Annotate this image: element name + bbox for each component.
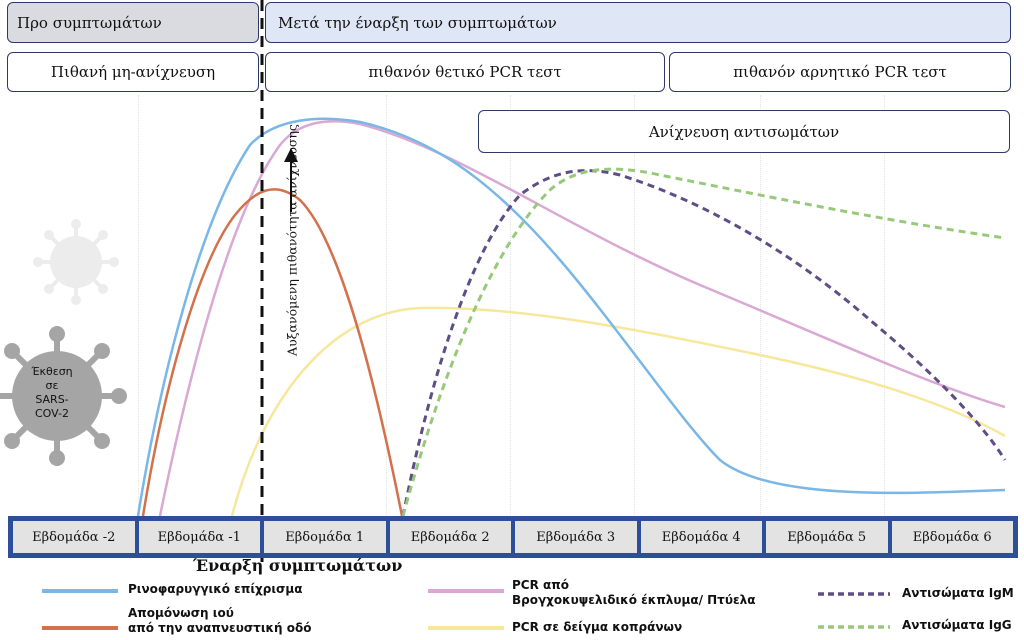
legend-virus-isolation-line1: Απομόνωση ιού <box>128 606 234 620</box>
grid-line <box>138 95 139 515</box>
antibody-detection-label: Ανίχνευση αντισωμάτων <box>648 122 840 141</box>
curve-virus-isolation <box>141 188 404 517</box>
legend-nasopharyngeal: Ρινοφαρυγγικό επίχρισμα <box>128 582 303 596</box>
symptom-onset-label: Έναρξη συμπτωμάτων <box>193 556 403 575</box>
legend-igm: Αντισώματα IgM <box>902 586 1014 600</box>
week-cell: Εβδομάδα 3 <box>515 521 637 553</box>
probable-positive-pcr-label: πιθανόν θετικό PCR τεστ <box>368 63 562 81</box>
phase-post-symptoms-label: Μετά την έναρξη των συμπτωμάτων <box>278 13 557 32</box>
exposure-label-line: SARS- <box>35 393 69 406</box>
legend-swatch-pcr-bal <box>428 589 504 593</box>
increasing-detection-text: Αυξανόμενη πιθανότητα ανίχνευσης <box>284 124 300 356</box>
legend-igg: Αντισώματα IgG <box>902 618 1012 632</box>
exposure-label-line: σε <box>45 379 59 392</box>
phase-pre-symptoms: Προ συμπτωμάτων <box>7 2 259 43</box>
virus-exposure-icon <box>0 326 127 466</box>
legend-swatch-virus-isolation <box>42 626 118 630</box>
arrow-up-icon <box>284 148 298 212</box>
week-cell: Εβδομάδα -2 <box>13 521 135 553</box>
legend-swatch-pcr-stool <box>428 626 504 630</box>
week-cell: Εβδομάδα 2 <box>389 521 511 553</box>
week-cell: Εβδομάδα 5 <box>766 521 888 553</box>
legend-virus-isolation-line2: από την αναπνευστική οδό <box>128 621 312 635</box>
grid-line <box>634 95 635 515</box>
virus-faint-icon <box>33 219 119 305</box>
week-cell: Εβδομάδα -1 <box>138 521 260 553</box>
legend-pcr-bal-line1: PCR από <box>512 578 569 592</box>
probable-negative-pcr-box: πιθανόν αρνητικό PCR τεστ <box>669 52 1011 92</box>
grid-line <box>510 95 511 515</box>
week-bar: Εβδομάδα -2 Εβδομάδα -1 Εβδομάδα 1 Εβδομ… <box>8 516 1018 558</box>
curve-pcr-bal <box>158 119 1006 517</box>
probable-positive-pcr-box: πιθανόν θετικό PCR τεστ <box>265 52 665 92</box>
week-cell: Εβδομάδα 6 <box>891 521 1013 553</box>
exposure-label-line: COV-2 <box>35 407 69 420</box>
probable-negative-pcr-label: πιθανόν αρνητικό PCR τεστ <box>733 63 947 81</box>
grid-line <box>884 95 885 515</box>
legend-pcr-stool: PCR σε δείγμα κοπράνων <box>512 620 683 634</box>
exposure-label-line: Έκθεση <box>31 365 73 378</box>
week-cell: Εβδομάδα 1 <box>264 521 386 553</box>
probable-undetection-label: Πιθανή μη-ανίχνευση <box>50 63 216 81</box>
curve-nasopharyngeal <box>136 117 1006 517</box>
grid-line <box>386 95 387 515</box>
curve-pcr-stool <box>230 306 1006 517</box>
phase-pre-symptoms-label: Προ συμπτωμάτων <box>17 13 162 32</box>
legend-virus-isolation: Απομόνωση ιού από την αναπνευστική οδό <box>128 606 311 636</box>
curve-igg <box>401 167 1006 517</box>
legend-pcr-bal-line2: Βρογχοκυψελιδικό έκπλυμα/ Πτύελα <box>512 593 756 607</box>
antibody-detection-box: Ανίχνευση αντισωμάτων <box>478 110 1010 153</box>
exposure-label: Έκθεση σε SARS- COV-2 <box>31 365 73 421</box>
legend-swatch-nasopharyngeal <box>42 589 118 593</box>
probable-undetection-box: Πιθανή μη-ανίχνευση <box>7 52 259 92</box>
week-cell: Εβδομάδα 4 <box>640 521 762 553</box>
legend-pcr-bal: PCR από Βρογχοκυψελιδικό έκπλυμα/ Πτύελα <box>512 578 755 608</box>
grid-line <box>760 95 761 515</box>
curve-igm <box>401 169 1007 517</box>
phase-post-symptoms: Μετά την έναρξη των συμπτωμάτων <box>265 2 1011 43</box>
